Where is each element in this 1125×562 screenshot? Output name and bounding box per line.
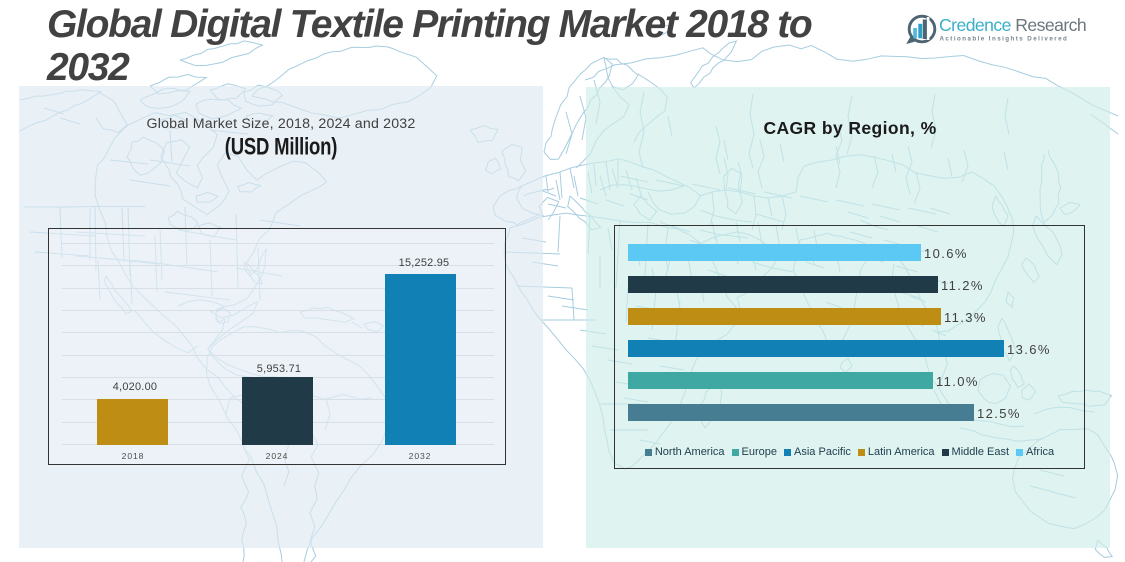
svg-text:Actionable Insights Delivered: Actionable Insights Delivered bbox=[940, 35, 1069, 42]
svg-text:(USD Million): (USD Million) bbox=[225, 133, 337, 160]
svg-text:Credence Research: Credence Research bbox=[939, 15, 1086, 35]
